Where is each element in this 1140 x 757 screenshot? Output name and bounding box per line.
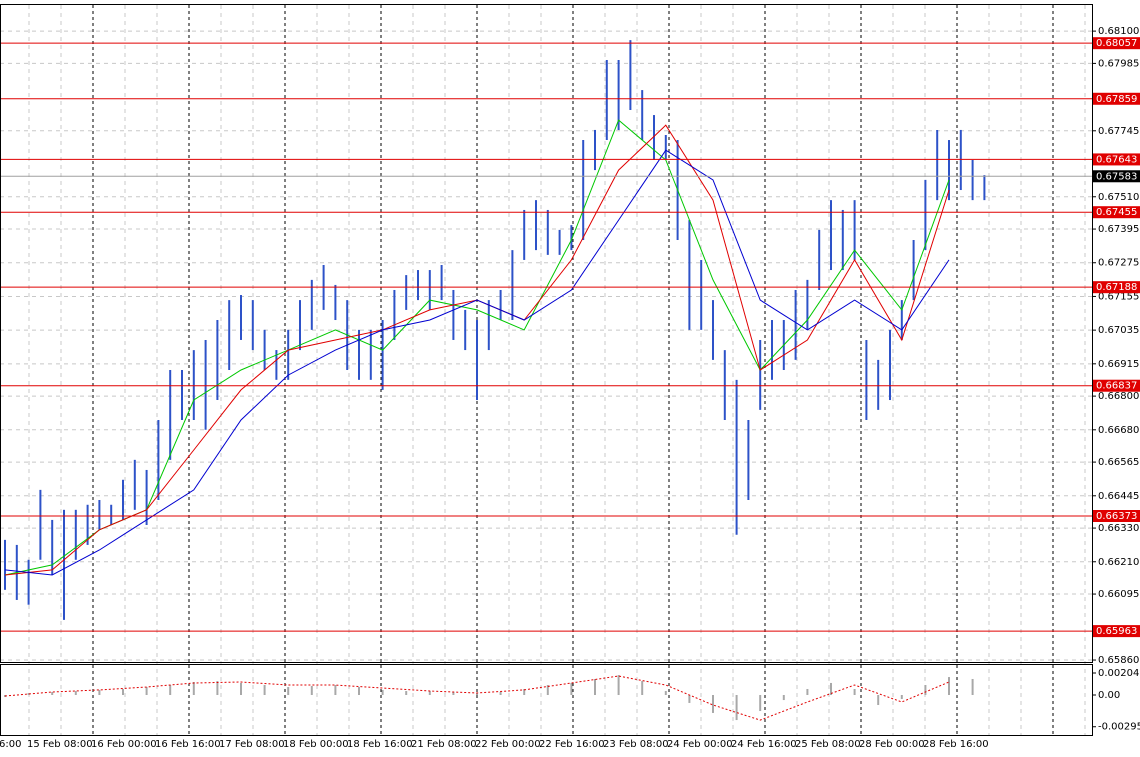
macd-panel-frame [0,664,1093,736]
level-label: 0.67643 [1096,154,1137,165]
level-label: 0.68057 [1096,38,1137,49]
current-price-box [1093,170,1140,183]
y-tick-label: 0.68100 [1098,26,1139,37]
y-tick-label: -0.002952 [1098,722,1140,733]
level-label-box [1093,206,1140,219]
x-tick-label: 25 Feb 08:00 [795,739,861,750]
y-tick-label: 0.66095 [1098,589,1139,600]
level-label-box [1093,510,1140,522]
y-tick-label: 0.66210 [1098,557,1139,568]
level-label-box [1093,92,1140,105]
x-tick-label: 23 Feb 08:00 [603,739,669,750]
plot [0,40,1092,721]
level-label-box [1093,37,1140,50]
y-tick-label: 0.67745 [1098,126,1139,137]
x-tick-label: 24 Feb 00:00 [667,739,733,750]
y-tick-label: 0.67275 [1098,258,1139,269]
level-label: 0.66837 [1096,381,1137,392]
moving-average [4,119,950,576]
x-tick-label: 24 Feb 16:00 [731,739,797,750]
level-label-box [1093,379,1140,392]
x-tick-label: 16 Feb 00:00 [91,739,157,750]
y-tick-label: 0.66800 [1098,391,1139,402]
y-tick-label: 0.66915 [1098,359,1139,370]
level-label: 0.66373 [1096,511,1137,522]
x-tick-label: 6:00 [0,739,21,750]
y-tick-label: 0.00 [1098,690,1120,701]
y-tick-label: 0.65860 [1098,655,1139,666]
y-tick-label: 0.66680 [1098,425,1139,436]
level-label: 0.67859 [1096,94,1137,105]
x-tick-label: 17 Feb 08:00 [219,739,285,750]
level-label: 0.67188 [1096,282,1137,293]
y-tick-label: 0.66565 [1098,457,1139,468]
x-tick-label: 21 Feb 08:00 [411,739,477,750]
x-tick-label: 28 Feb 16:00 [923,739,989,750]
y-tick-label: 0.67510 [1098,192,1139,203]
signal-line [4,675,950,721]
level-label: 0.67455 [1096,207,1137,218]
x-tick-label: 22 Feb 00:00 [475,739,541,750]
level-label-box [1093,281,1140,294]
x-tick-label: 18 Feb 16:00 [347,739,413,750]
level-label-box [1093,153,1140,166]
y-tick-label: 0.002046 [1098,668,1140,679]
axis: 0.68100 0.67985 0.67745 0.67510 0.67395 0.672… [0,26,1140,750]
y-tick-label: 0.67155 [1098,291,1139,302]
x-tick-label: 18 Feb 00:00 [283,739,349,750]
moving-average [4,149,950,576]
x-tick-label: 28 Feb 00:00 [859,739,925,750]
x-tick-label: 16 Feb 16:00 [155,739,221,750]
level-label-box [1093,625,1140,638]
y-tick-label: 0.67985 [1098,58,1139,69]
grid [0,5,1092,735]
level-label: 0.65963 [1096,626,1137,637]
current-price-label: 0.67583 [1096,171,1137,182]
x-tick-label: 15 Feb 08:00 [27,739,93,750]
x-tick-label: 22 Feb 16:00 [539,739,605,750]
y-tick-label: 0.67035 [1098,325,1139,336]
y-tick-label: 0.66445 [1098,491,1139,502]
price-panel-frame [0,4,1093,663]
y-tick-label: 0.66330 [1098,523,1139,534]
y-tick-label: 0.67395 [1098,224,1139,235]
